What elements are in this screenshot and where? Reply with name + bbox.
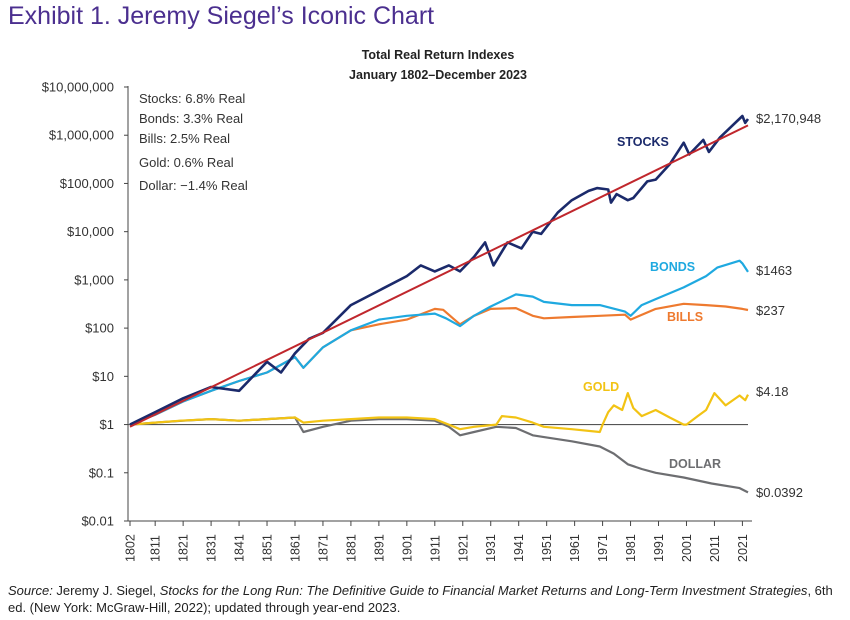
gold-series-line <box>129 392 749 434</box>
x-tick-label: 1871 <box>316 534 330 562</box>
y-tick-label: $1,000 <box>74 272 114 287</box>
stocks-end-value: $2,170,948 <box>756 111 821 126</box>
y-tick-label: $0.01 <box>81 514 114 529</box>
stats-box: Stocks: 6.8% Real Bonds: 3.3% Real Bills… <box>139 91 248 193</box>
dollar-end-value: $0.0392 <box>756 485 803 500</box>
x-tick-label: 2021 <box>736 534 750 562</box>
source-author: Jeremy J. Siegel, <box>52 583 160 598</box>
x-tick-label: 1961 <box>568 534 582 562</box>
bills-end-value: $237 <box>756 303 785 318</box>
x-tick-label: 1821 <box>177 534 191 562</box>
y-tick-label: $10,000,000 <box>42 80 114 95</box>
x-tick-label: 1981 <box>624 534 638 562</box>
y-tick-label: $1 <box>100 417 114 432</box>
stocks-label: STOCKS <box>617 135 669 149</box>
x-tick-label: 1951 <box>540 534 554 562</box>
y-axis-ticks: $10,000,000 $1,000,000 $100,000 $10,000 $1,0… <box>42 80 128 529</box>
dollar-series-line <box>129 416 749 494</box>
chart: Total Real Return Indexes January 1802–D… <box>42 48 821 562</box>
stats-bonds: Bonds: 3.3% Real <box>139 111 243 126</box>
x-tick-label: 2001 <box>680 534 694 562</box>
y-tick-label: $10,000 <box>67 224 114 239</box>
source-label: Source: <box>8 583 53 598</box>
source-edition: , 6th ed. (New York: McGraw-Hill, 2022);… <box>8 583 833 615</box>
stats-stocks: Stocks: 6.8% Real <box>139 91 245 106</box>
source-book-title: Stocks for the Long Run: The Definitive … <box>159 583 808 598</box>
series-labels: STOCKS BONDS BILLS GOLD DOLLAR <box>583 135 721 471</box>
series-layer <box>129 114 750 494</box>
x-tick-label: 1991 <box>652 534 666 562</box>
bills-label: BILLS <box>667 310 703 324</box>
x-tick-label: 1841 <box>233 534 247 562</box>
x-tick-label: 1811 <box>149 535 163 562</box>
x-axis-ticks: 1802 1811 1821 1831 1841 1851 1861 1871 1881 1891… <box>124 521 750 562</box>
stats-bills: Bills: 2.5% Real <box>139 131 230 146</box>
y-tick-label: $100 <box>85 321 114 336</box>
source-note: Source: Jeremy J. Siegel, Stocks for the… <box>8 582 842 616</box>
stats-dollar: Dollar: −1.4% Real <box>139 178 248 193</box>
y-tick-label: $100,000 <box>60 176 114 191</box>
dollar-label: DOLLAR <box>669 457 721 471</box>
x-tick-label: 1831 <box>205 534 219 562</box>
x-tick-label: 1891 <box>372 534 386 562</box>
stocks-trend-line <box>129 124 749 428</box>
bonds-series-line <box>129 259 749 426</box>
gold-label: GOLD <box>583 380 619 394</box>
exhibit-title: Exhibit 1. Jeremy Siegel’s Iconic Chart <box>8 2 435 30</box>
y-tick-label: $0.1 <box>89 465 114 480</box>
x-tick-label: 1802 <box>124 534 138 562</box>
x-tick-label: 1921 <box>456 534 470 562</box>
end-value-labels: $2,170,948 $1463 $237 $4.18 $0.0392 <box>756 111 821 500</box>
bonds-label: BONDS <box>650 260 695 274</box>
x-tick-label: 1861 <box>288 534 302 562</box>
x-tick-label: 1881 <box>344 534 358 562</box>
chart-title: Total Real Return Indexes <box>362 48 515 62</box>
x-tick-label: 1911 <box>428 535 442 562</box>
chart-subtitle: January 1802–December 2023 <box>349 68 527 82</box>
bills-series-line <box>129 302 749 426</box>
x-tick-label: 2011 <box>708 535 722 562</box>
gold-end-value: $4.18 <box>756 384 789 399</box>
x-tick-label: 1931 <box>484 534 498 562</box>
bonds-end-value: $1463 <box>756 263 792 278</box>
x-tick-label: 1941 <box>512 534 526 562</box>
x-tick-label: 1971 <box>596 534 610 562</box>
x-tick-label: 1901 <box>400 534 414 562</box>
y-tick-label: $10 <box>92 369 114 384</box>
stocks-series-line <box>129 114 750 426</box>
x-tick-label: 1851 <box>261 534 275 562</box>
y-tick-label: $1,000,000 <box>49 128 114 143</box>
stats-gold: Gold: 0.6% Real <box>139 155 234 170</box>
